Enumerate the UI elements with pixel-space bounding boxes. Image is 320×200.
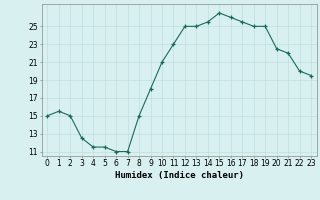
- X-axis label: Humidex (Indice chaleur): Humidex (Indice chaleur): [115, 171, 244, 180]
